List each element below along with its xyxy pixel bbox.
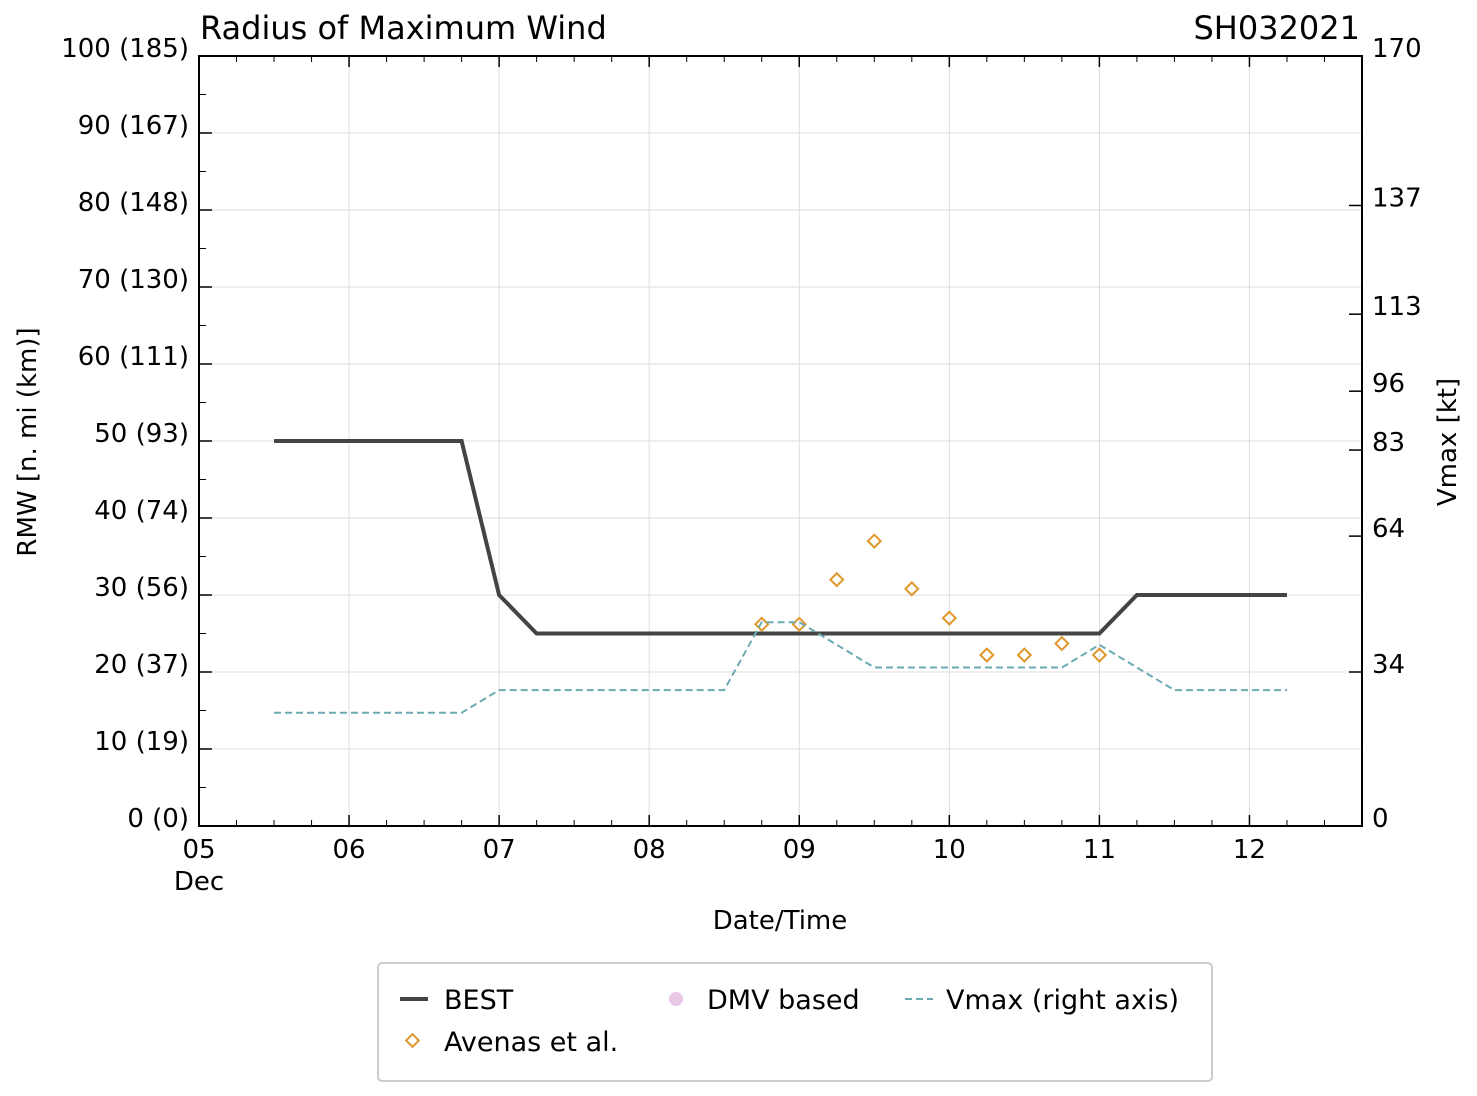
y-tick-label: 40 (74): [94, 496, 189, 526]
x-tick-label: 11: [1083, 835, 1116, 865]
series-layer: [274, 439, 1287, 714]
x-tick-label: 08: [633, 835, 666, 865]
avenas-point: [791, 616, 808, 633]
avenas-point: [1016, 647, 1033, 663]
avenas-point: [866, 533, 883, 549]
legend-dmv-swatch: [669, 992, 683, 1006]
y-tick-label: 20 (37): [94, 650, 189, 680]
x-tick-label: 06: [333, 835, 366, 865]
storm-id: SH032021: [1193, 9, 1360, 47]
avenas-point: [904, 581, 920, 597]
y2-tick-label: 113: [1372, 292, 1422, 322]
legend-avenas-label: Avenas et al.: [444, 1027, 618, 1058]
y-tick-label: 60 (111): [78, 342, 189, 372]
y-tick-label: 50 (93): [94, 419, 189, 449]
x-tick-label: 10: [933, 835, 966, 865]
x-tick-label: 05: [182, 835, 215, 865]
legend-dmv-label: DMV based: [707, 985, 860, 1016]
y-tick-label: 70 (130): [78, 265, 189, 295]
avenas-point: [979, 647, 995, 663]
x-axis-sublabel: Dec: [174, 867, 224, 897]
legend-avenas-swatch: [404, 1032, 421, 1049]
y-tick-label: 80 (148): [78, 188, 189, 218]
avenas-point: [1054, 635, 1070, 652]
y2-tick-label: 0: [1372, 804, 1389, 834]
avenas-point: [1091, 647, 1108, 663]
y2-axis-title: Vmax [kt]: [1433, 378, 1463, 506]
x-tick-label: 07: [483, 835, 516, 865]
best-track-line: [274, 439, 1287, 636]
tick-layer: 05 06 07 08 09 10 11 12 0 (0) 10 (19) 20 (37) 30 (5…: [61, 34, 1421, 865]
y2-tick-label: 96: [1372, 369, 1405, 399]
y-tick-label: 10 (19): [94, 727, 189, 757]
x-tick-label: 12: [1233, 835, 1266, 865]
avenas-point: [941, 610, 958, 626]
y2-tick-label: 137: [1372, 183, 1422, 213]
avenas-point: [828, 571, 845, 588]
y-axis-title: RMW [n. mi (km)]: [13, 327, 43, 556]
y2-tick-label: 83: [1372, 428, 1405, 458]
y-tick-label: 100 (185): [61, 34, 189, 64]
chart-title: Radius of Maximum Wind: [200, 9, 607, 47]
avenas-point: [753, 616, 770, 633]
y-tick-label: 0 (0): [127, 804, 189, 834]
y2-tick-label: 170: [1372, 34, 1422, 64]
y2-tick-label: 64: [1372, 514, 1405, 544]
x-axis-title: Date/Time: [713, 906, 848, 936]
y-tick-label: 90 (167): [78, 111, 189, 141]
legend-box: [377, 962, 1213, 1082]
y2-tick-label: 34: [1372, 650, 1405, 680]
legend-vmax-label: Vmax (right axis): [946, 985, 1179, 1016]
x-tick-label: 09: [783, 835, 816, 865]
vmax-line: [274, 621, 1287, 714]
legend-best-label: BEST: [444, 985, 514, 1016]
y-tick-label: 30 (56): [94, 573, 189, 603]
legend: BEST DMV based Vmax (right axis) Avenas …: [377, 962, 1213, 1082]
